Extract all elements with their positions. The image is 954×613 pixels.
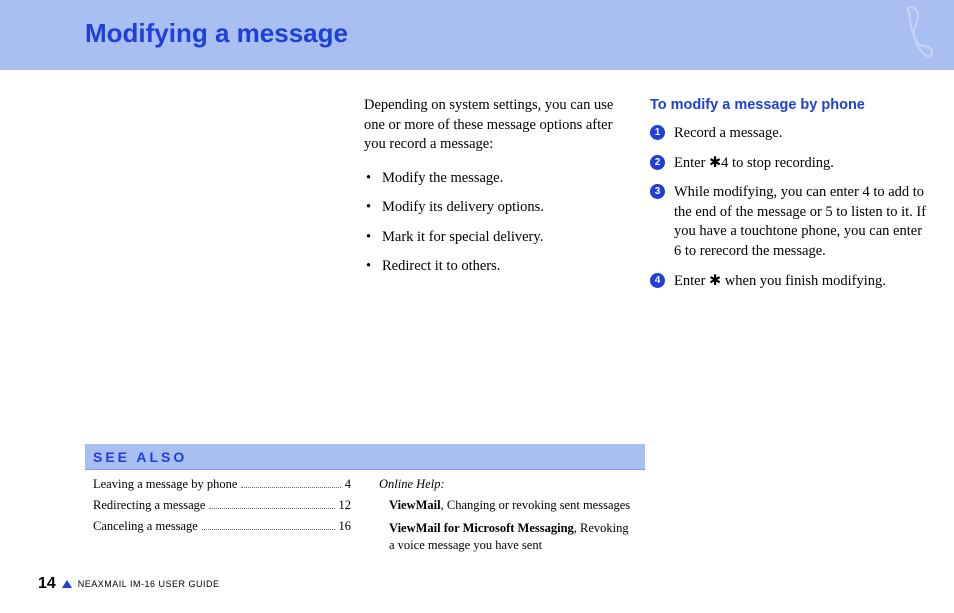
toc-label: Leaving a message by phone: [93, 476, 237, 493]
toc-label: Canceling a message: [93, 518, 198, 535]
see-also-box: SEE ALSO Leaving a message by phone 4 Re…: [85, 444, 645, 560]
toc-dots: [209, 498, 334, 509]
toc-page: 4: [345, 476, 351, 493]
step-text: Enter ✱ when you finish modifying.: [674, 273, 886, 289]
toc-row: Leaving a message by phone 4: [93, 476, 351, 493]
footer-guide-name: NEAXMAIL IM-16 USER GUIDE: [78, 579, 220, 589]
steps-list: 1 Record a message. 2 Enter ✱4 to stop r…: [650, 124, 930, 291]
list-item: Redirect it to others.: [382, 257, 624, 277]
step-number-badge: 4: [650, 273, 665, 288]
toc-dots: [241, 477, 340, 488]
see-also-body: Leaving a message by phone 4 Redirecting…: [85, 470, 645, 560]
online-help-rest: , Changing or revoking sent messages: [441, 498, 631, 512]
step-text: While modifying, you can enter 4 to add …: [674, 184, 926, 259]
see-also-title: SEE ALSO: [93, 449, 187, 465]
intro-text: Depending on system settings, you can us…: [364, 96, 624, 155]
list-item: Mark it for special delivery.: [382, 228, 624, 248]
step-item: 1 Record a message.: [674, 124, 930, 144]
phone-icon: [896, 6, 936, 62]
online-help-bold: ViewMail for Microsoft Messaging: [389, 521, 574, 535]
page-title: Modifying a message: [85, 18, 348, 49]
step-item: 2 Enter ✱4 to stop recording.: [674, 154, 930, 174]
see-also-help-column: Online Help: ViewMail, Changing or revok…: [379, 476, 637, 560]
step-item: 3 While modifying, you can enter 4 to ad…: [674, 183, 930, 261]
page: Modifying a message Depending on system …: [0, 0, 954, 613]
toc-page: 12: [339, 497, 352, 514]
step-number-badge: 3: [650, 184, 665, 199]
step-text: Enter ✱4 to stop recording.: [674, 155, 834, 171]
step-number-badge: 2: [650, 155, 665, 170]
see-also-toc-column: Leaving a message by phone 4 Redirecting…: [93, 476, 351, 560]
toc-row: Canceling a message 16: [93, 518, 351, 535]
toc-row: Redirecting a message 12: [93, 497, 351, 514]
online-help-label: Online Help:: [379, 476, 637, 493]
steps-column: To modify a message by phone 1 Record a …: [650, 96, 930, 301]
step-text: Record a message.: [674, 125, 782, 141]
step-item: 4 Enter ✱ when you finish modifying.: [674, 272, 930, 292]
step-number-badge: 1: [650, 125, 665, 140]
toc-page: 16: [339, 518, 352, 535]
list-item: Modify its delivery options.: [382, 198, 624, 218]
options-list: Modify the message. Modify its delivery …: [364, 169, 624, 277]
online-help-bold: ViewMail: [389, 498, 441, 512]
online-help-entry: ViewMail for Microsoft Messaging, Revoki…: [379, 520, 637, 554]
steps-heading: To modify a message by phone: [650, 96, 930, 114]
footer: 14 NEAXMAIL IM-16 USER GUIDE: [38, 575, 220, 593]
list-item: Modify the message.: [382, 169, 624, 189]
page-number: 14: [38, 575, 56, 593]
see-also-header: SEE ALSO: [85, 444, 645, 470]
toc-label: Redirecting a message: [93, 497, 205, 514]
online-help-entry: ViewMail, Changing or revoking sent mess…: [379, 497, 637, 514]
triangle-icon: [62, 580, 72, 588]
intro-column: Depending on system settings, you can us…: [364, 96, 624, 287]
toc-dots: [202, 519, 335, 530]
